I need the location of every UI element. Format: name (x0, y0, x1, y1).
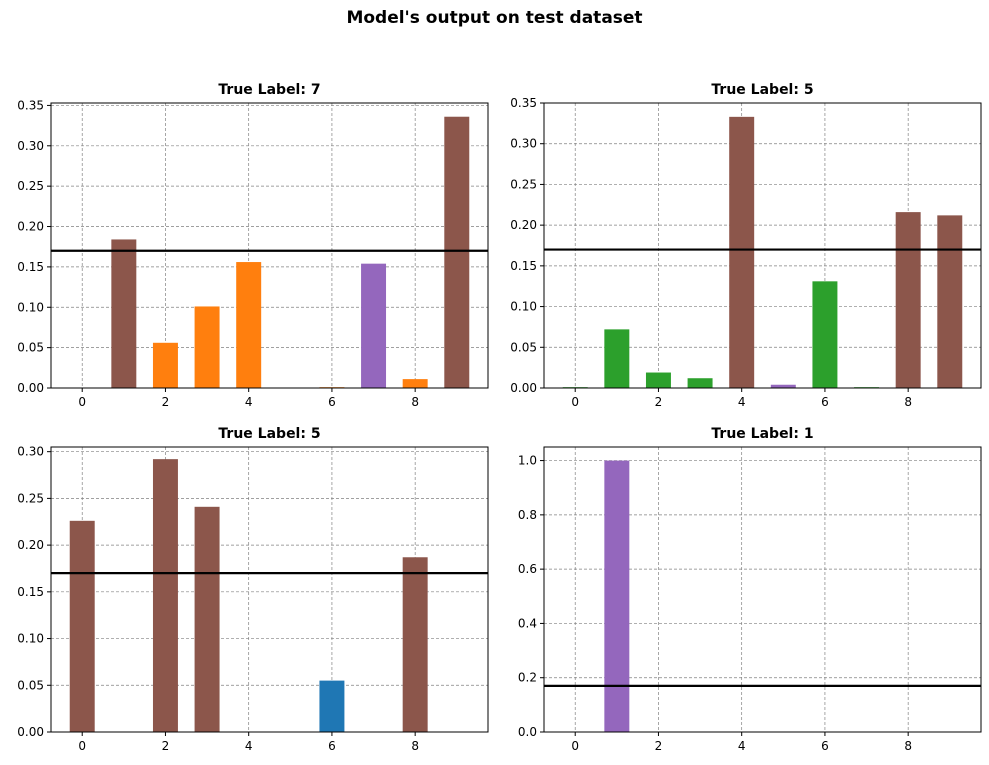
y-tick-label: 0.35 (510, 96, 537, 110)
y-tick-label: 0.15 (17, 585, 44, 599)
x-tick-label: 8 (904, 739, 912, 753)
bar-2 (152, 459, 178, 732)
x-tick-label: 6 (328, 395, 336, 409)
bar-8 (402, 557, 428, 732)
y-tick-label: 0.00 (17, 381, 44, 395)
y-tick-label: 0.8 (518, 508, 537, 522)
bar-1 (111, 239, 137, 388)
y-tick-label: 0.05 (17, 678, 44, 692)
subplot-title: True Label: 5 (711, 82, 813, 98)
bar-3 (687, 378, 713, 388)
x-tick-label: 8 (411, 395, 419, 409)
figure-title: Model's output on test dataset (346, 8, 643, 28)
x-tick-label: 0 (571, 395, 579, 409)
x-tick-label: 0 (78, 395, 86, 409)
y-tick-label: 1.0 (518, 454, 537, 468)
axes-frame (543, 446, 982, 733)
bar-5 (770, 384, 796, 388)
x-tick-label: 6 (328, 739, 336, 753)
y-tick-label: 0.15 (17, 260, 44, 274)
axes-frame (543, 102, 982, 389)
x-tick-label: 2 (162, 739, 170, 753)
bar-3 (194, 506, 220, 732)
y-tick-label: 0.25 (510, 177, 537, 191)
bar-4 (236, 262, 262, 388)
x-tick-label: 2 (655, 395, 663, 409)
y-tick-label: 0.4 (518, 616, 537, 630)
x-tick-label: 6 (821, 395, 829, 409)
x-tick-label: 4 (245, 395, 253, 409)
y-tick-label: 0.00 (17, 725, 44, 739)
y-tick-label: 0.15 (510, 259, 537, 273)
x-tick-label: 0 (571, 739, 579, 753)
axes-frame (50, 446, 489, 733)
y-tick-label: 0.05 (17, 341, 44, 355)
y-tick-label: 0.10 (510, 300, 537, 314)
subplot-title: True Label: 7 (218, 82, 320, 98)
y-tick-label: 0.10 (17, 632, 44, 646)
y-tick-label: 0.20 (510, 218, 537, 232)
bar-8 (895, 212, 921, 388)
bar-1 (604, 329, 630, 388)
y-tick-label: 0.20 (17, 220, 44, 234)
y-tick-label: 0.0 (518, 725, 537, 739)
bar-2 (645, 372, 671, 388)
x-tick-label: 2 (655, 739, 663, 753)
bar-8 (402, 379, 428, 388)
y-tick-label: 0.30 (510, 137, 537, 151)
subplot-title: True Label: 5 (218, 426, 320, 442)
x-tick-label: 4 (738, 739, 746, 753)
bar-6 (319, 680, 345, 732)
x-tick-label: 8 (411, 739, 419, 753)
x-tick-label: 2 (162, 395, 170, 409)
bar-0 (69, 520, 95, 732)
x-tick-label: 8 (904, 395, 912, 409)
y-tick-label: 0.20 (17, 538, 44, 552)
y-tick-label: 0.25 (17, 491, 44, 505)
x-tick-label: 0 (78, 739, 86, 753)
bar-4 (729, 116, 755, 388)
x-tick-label: 4 (245, 739, 253, 753)
y-tick-label: 0.6 (518, 562, 537, 576)
y-tick-label: 0.10 (17, 300, 44, 314)
y-tick-label: 0.35 (17, 98, 44, 112)
y-tick-label: 0.2 (518, 671, 537, 685)
bar-1 (604, 460, 630, 732)
y-tick-label: 0.30 (17, 445, 44, 459)
bar-2 (152, 342, 178, 388)
y-tick-label: 0.00 (510, 381, 537, 395)
y-tick-label: 0.30 (17, 139, 44, 153)
bar-7 (361, 263, 387, 388)
y-tick-label: 0.05 (510, 340, 537, 354)
y-tick-label: 0.25 (17, 179, 44, 193)
subplot-title: True Label: 1 (711, 426, 813, 442)
bar-3 (194, 306, 220, 388)
x-tick-label: 4 (738, 395, 746, 409)
bar-9 (444, 116, 470, 388)
bar-9 (937, 215, 963, 388)
x-tick-label: 6 (821, 739, 829, 753)
axes-frame (50, 102, 489, 389)
bar-6 (812, 281, 838, 388)
